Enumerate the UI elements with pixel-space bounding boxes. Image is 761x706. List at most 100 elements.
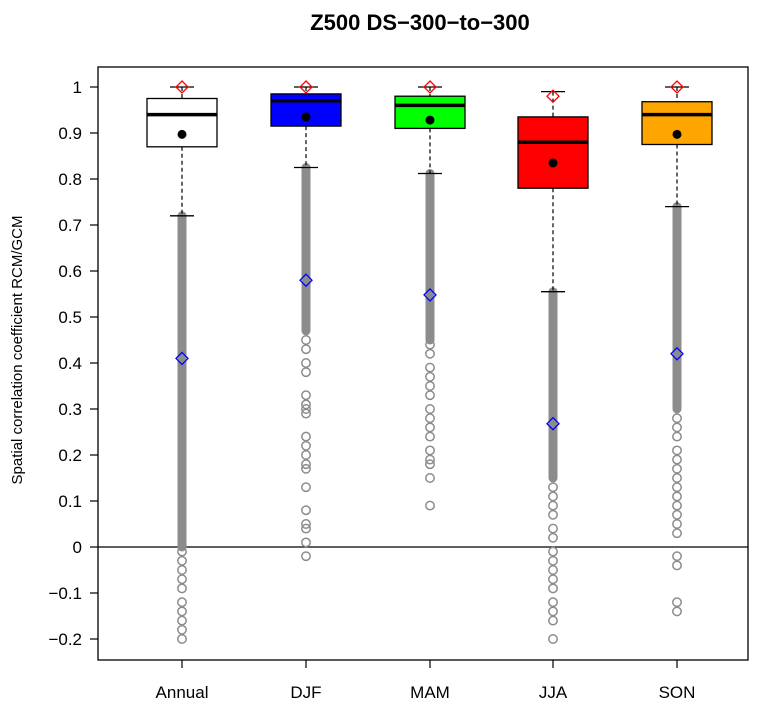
box-son xyxy=(641,80,713,361)
outlier-point xyxy=(548,606,558,617)
outlier-point xyxy=(672,519,682,529)
outlier-point xyxy=(672,551,682,562)
outlier-point xyxy=(177,615,187,626)
outlier-point xyxy=(672,597,682,608)
y-axis-label: Spatial correlation coefficient RCM/GCM xyxy=(9,216,26,485)
outlier-point xyxy=(548,500,558,511)
outlier-point xyxy=(425,422,435,433)
y-tick-label: 0.1 xyxy=(58,492,82,511)
outlier-point xyxy=(672,528,682,539)
outlier-point xyxy=(177,624,187,635)
outliers xyxy=(177,163,682,644)
outlier-point xyxy=(301,408,311,419)
outlier-point xyxy=(177,583,187,594)
mean-dot xyxy=(425,115,435,125)
outlier-point xyxy=(672,431,682,442)
outlier-point xyxy=(301,482,311,493)
outlier-point xyxy=(548,532,558,543)
y-tick-label: 0 xyxy=(73,538,82,557)
outlier-point xyxy=(672,473,682,483)
outlier-point xyxy=(301,344,311,355)
min-marker xyxy=(175,351,189,366)
min-marker xyxy=(423,288,437,302)
outlier-point xyxy=(177,574,187,585)
outlier-point xyxy=(548,482,558,493)
y-tick-label: 0.4 xyxy=(58,354,82,373)
outlier-point xyxy=(301,404,311,414)
box-body xyxy=(517,116,589,189)
outlier-point xyxy=(301,358,311,368)
outlier-point xyxy=(301,551,311,562)
outlier-point xyxy=(548,523,558,534)
outlier-point xyxy=(177,546,187,557)
outlier-point xyxy=(548,565,558,575)
outlier-point xyxy=(672,500,682,511)
y-tick-label: 0.6 xyxy=(58,262,82,281)
outlier-point xyxy=(425,348,435,359)
mean-dot xyxy=(177,129,187,139)
outlier-point xyxy=(548,583,558,594)
outlier-point xyxy=(301,367,311,378)
outlier-point xyxy=(425,454,435,465)
max-marker xyxy=(175,80,189,94)
outlier-point xyxy=(548,509,558,520)
min-marker xyxy=(299,273,313,288)
box-body xyxy=(146,97,218,148)
outlier-point xyxy=(301,523,311,534)
outlier-point xyxy=(425,390,435,401)
outlier-point xyxy=(672,422,682,433)
outlier-point xyxy=(672,482,682,493)
outlier-point xyxy=(548,615,558,626)
outlier-point xyxy=(301,335,311,345)
outlier-point xyxy=(301,450,311,460)
outlier-point xyxy=(672,491,682,502)
outlier-point xyxy=(548,634,558,644)
min-marker xyxy=(670,346,684,361)
box-jja xyxy=(517,89,589,431)
outlier-point xyxy=(301,537,311,548)
outlier-point xyxy=(301,390,311,401)
outlier-point xyxy=(672,509,682,520)
max-marker xyxy=(299,80,313,94)
outlier-point xyxy=(177,555,187,566)
outlier-point xyxy=(548,491,558,502)
y-tick-label: 0.5 xyxy=(58,308,82,327)
y-tick-label: 1 xyxy=(73,78,82,97)
outlier-point xyxy=(548,546,558,557)
outlier-point xyxy=(672,560,682,571)
x-tick-label: MAM xyxy=(410,683,450,702)
outlier-point xyxy=(425,371,435,382)
outlier-point xyxy=(672,413,682,424)
outlier-point xyxy=(177,634,187,644)
outlier-point xyxy=(672,445,682,456)
y-tick-label: 0.9 xyxy=(58,124,82,143)
x-tick-label: JJA xyxy=(539,683,568,702)
outlier-point xyxy=(177,597,187,608)
box-mam xyxy=(394,80,466,302)
outlier-point xyxy=(425,431,435,442)
outlier-point xyxy=(425,500,435,511)
outlier-point xyxy=(672,606,682,617)
y-tick-label: 0.8 xyxy=(58,170,82,189)
outlier-point xyxy=(548,597,558,608)
max-marker xyxy=(670,80,684,94)
boxes xyxy=(146,80,713,431)
outlier-point xyxy=(425,404,435,414)
outlier-point xyxy=(425,381,435,391)
outlier-point xyxy=(425,362,435,373)
chart-title: Z500 DS−300−to−300 xyxy=(310,10,530,35)
outlier-point xyxy=(301,463,311,474)
outlier-point xyxy=(301,459,311,470)
box-annual xyxy=(146,80,218,366)
plot-frame xyxy=(97,66,749,661)
max-marker xyxy=(423,80,437,94)
x-tick-label: SON xyxy=(659,683,696,702)
outlier-point xyxy=(425,413,435,424)
y-axis: −0.2 −0.1 0 0.1 0.2 0.3 0.4 0.5 0.6 0.7 0.8 0.9 1 xyxy=(48,78,98,649)
y-tick-label: 0.7 xyxy=(58,216,82,235)
y-tick-label: −0.1 xyxy=(48,584,82,603)
min-marker xyxy=(546,416,560,431)
outlier-point xyxy=(548,555,558,566)
outlier-point xyxy=(425,339,435,350)
outlier-point xyxy=(548,574,558,585)
